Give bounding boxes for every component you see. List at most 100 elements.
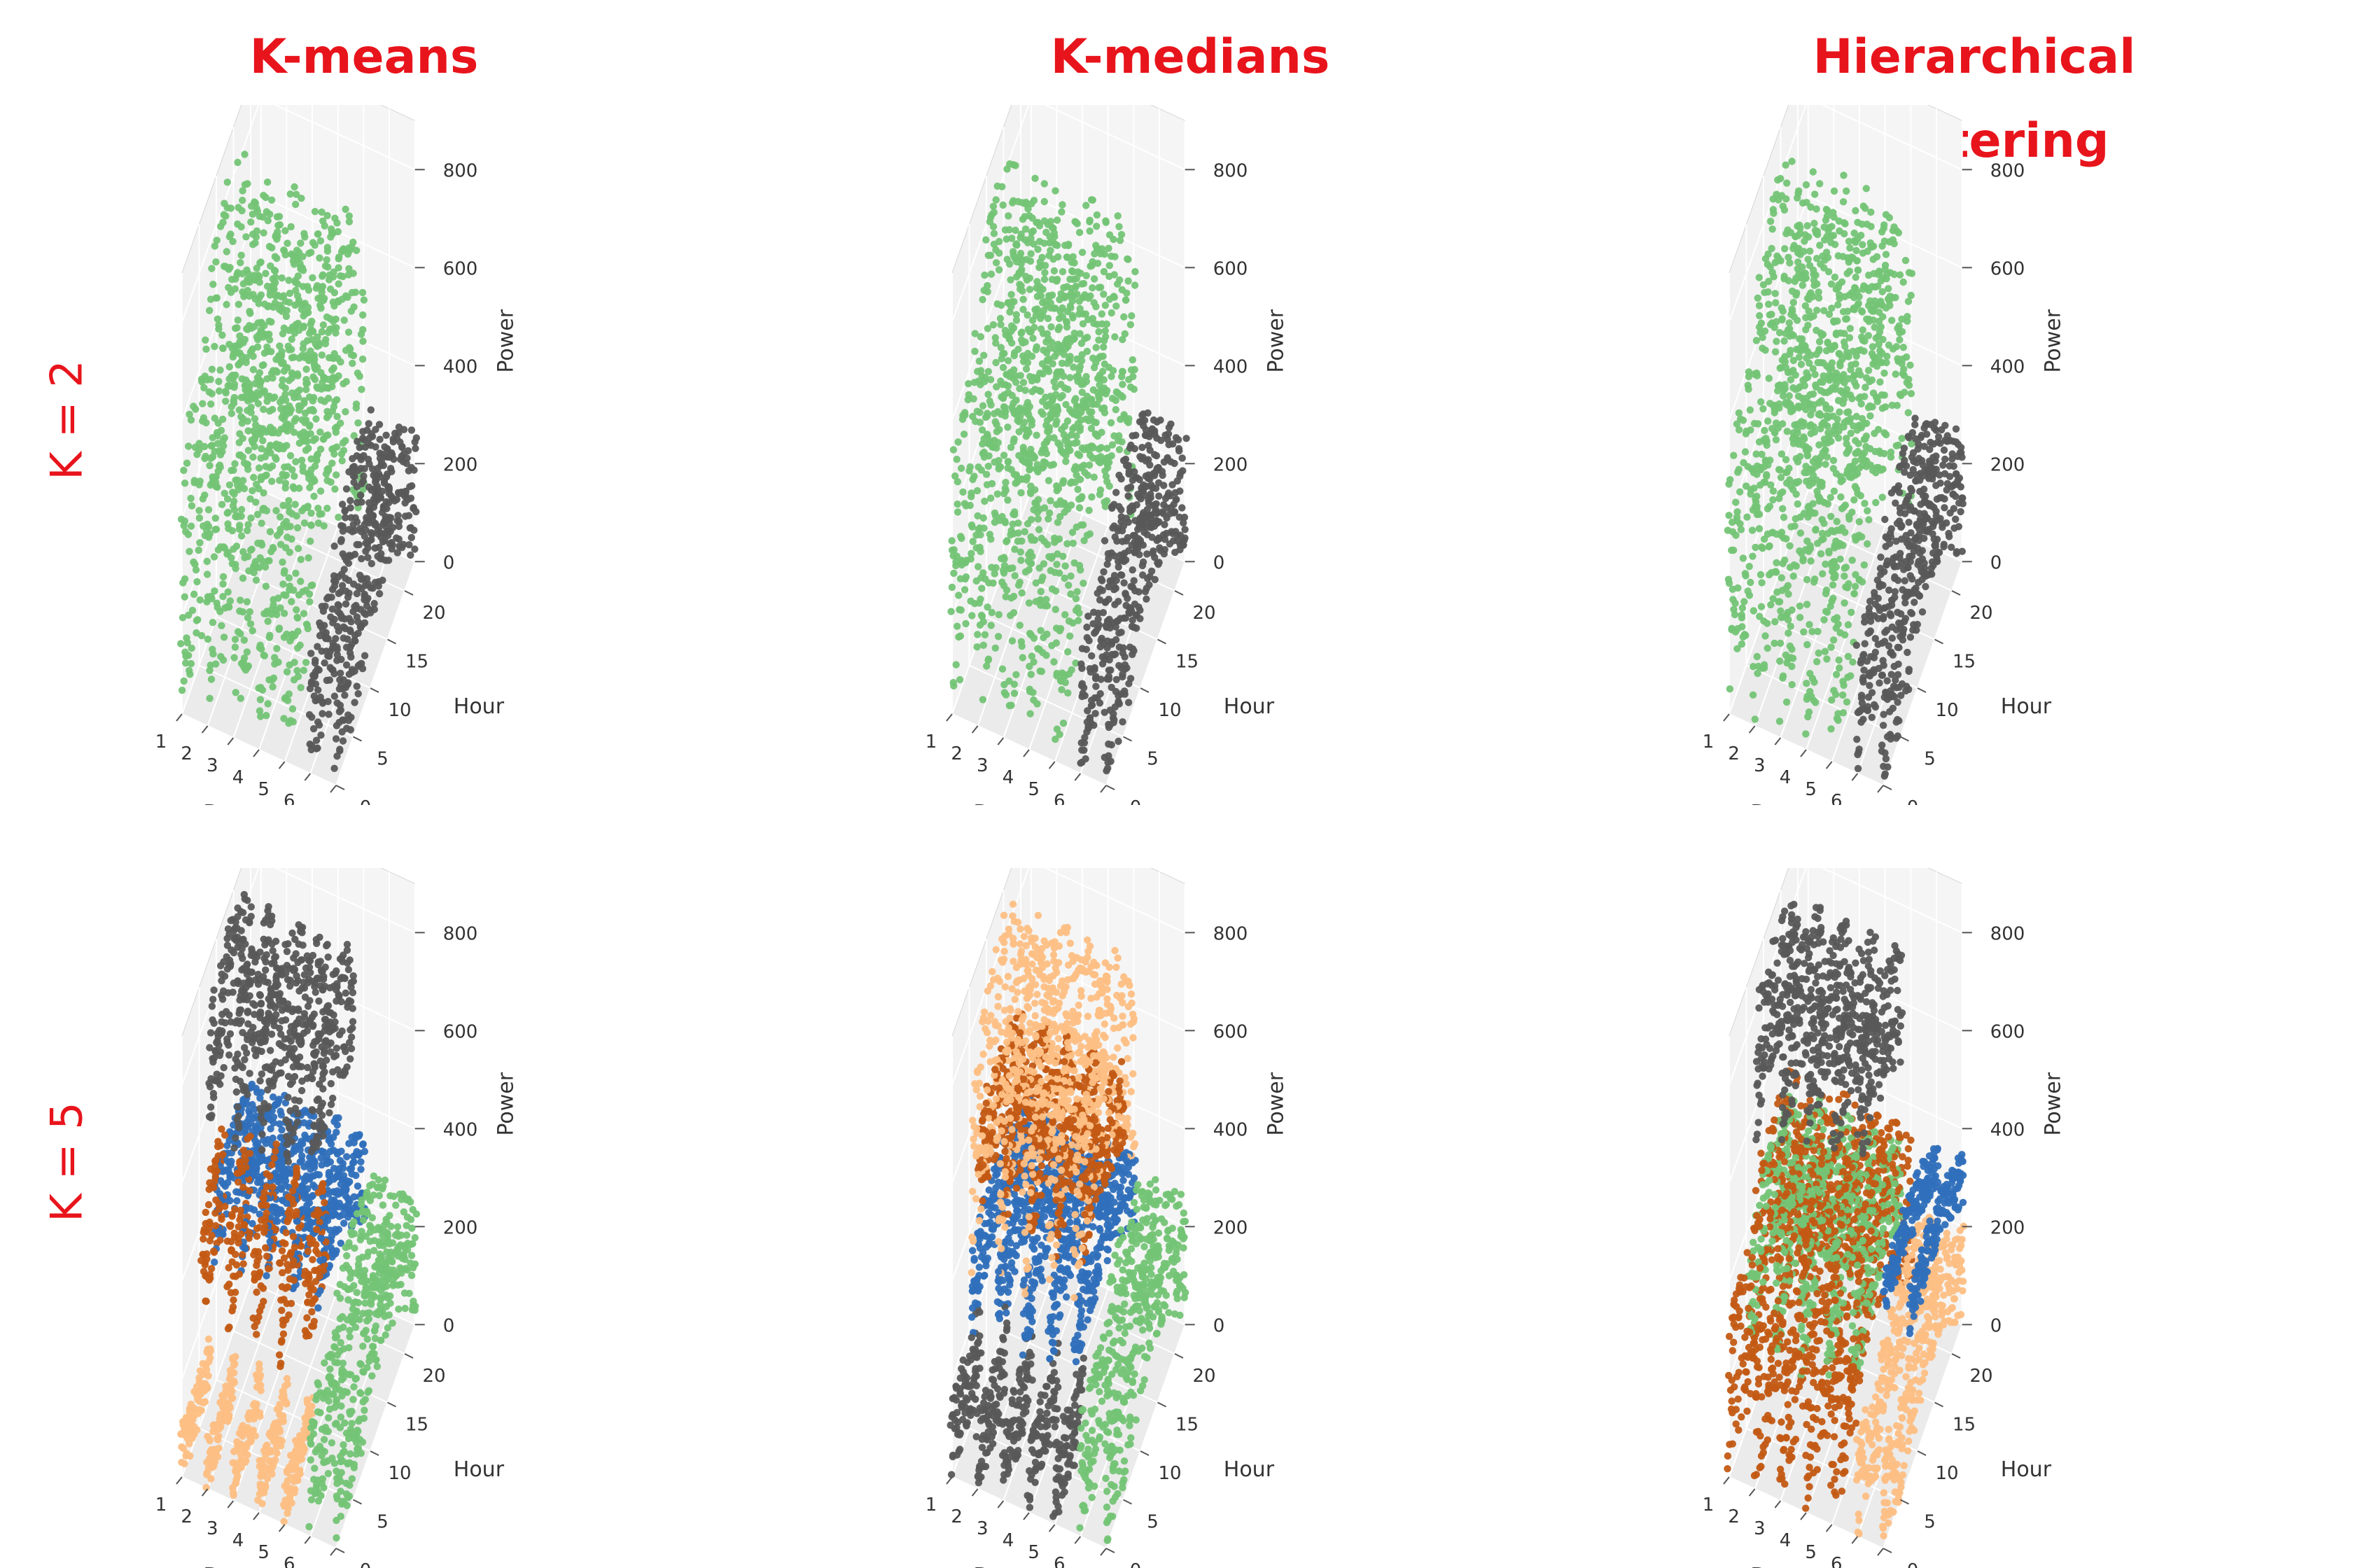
data-point [1888, 316, 1896, 324]
data-point [225, 481, 234, 489]
data-point [385, 484, 393, 492]
data-point [301, 233, 309, 241]
data-point [1061, 384, 1069, 392]
data-point [260, 192, 267, 200]
data-point [1777, 607, 1785, 615]
data-point [1031, 486, 1039, 493]
data-point [1070, 465, 1078, 473]
x-tick-label: 5 [1028, 779, 1040, 800]
data-point [1943, 486, 1950, 494]
data-point [1885, 586, 1893, 594]
data-point [365, 420, 372, 428]
data-point [1062, 344, 1070, 352]
data-point [261, 453, 270, 461]
data-point [1765, 374, 1773, 382]
data-point [232, 561, 239, 568]
data-point [1834, 317, 1841, 325]
data-point [1839, 691, 1847, 699]
data-point [1816, 482, 1824, 489]
data-point [1056, 394, 1064, 402]
data-point [1899, 278, 1907, 286]
data-point [1101, 467, 1109, 475]
data-point [1090, 275, 1098, 283]
data-point [1768, 310, 1775, 318]
data-point [1134, 538, 1142, 545]
data-point [1067, 572, 1075, 580]
data-point [1125, 376, 1133, 384]
data-point [1905, 269, 1913, 276]
data-point [235, 300, 243, 308]
data-point [1815, 337, 1824, 346]
data-point [964, 396, 972, 404]
data-point [1864, 540, 1871, 548]
data-point [252, 576, 260, 584]
data-point [263, 712, 270, 720]
data-point [1000, 490, 1008, 498]
data-point [1844, 447, 1852, 455]
data-point [972, 544, 980, 552]
data-point [187, 416, 195, 424]
data-point [1742, 430, 1750, 438]
data-point [347, 496, 354, 505]
data-point [987, 401, 995, 409]
data-point [1799, 422, 1807, 430]
data-point [230, 342, 239, 350]
data-point [275, 624, 284, 632]
data-point [288, 335, 295, 343]
data-point [1062, 400, 1070, 409]
data-point [244, 427, 252, 435]
z-tick-label: 600 [1213, 258, 1248, 279]
data-point [1886, 610, 1894, 617]
data-point [221, 200, 228, 207]
data-point [1768, 225, 1776, 233]
data-point [1861, 640, 1869, 648]
data-point [1019, 216, 1027, 223]
data-point [344, 250, 352, 258]
data-point [300, 312, 307, 320]
data-point [1117, 506, 1125, 514]
data-point [281, 694, 289, 703]
data-point [1063, 323, 1071, 331]
data-point [323, 247, 332, 255]
data-point [1105, 720, 1112, 729]
data-point [286, 582, 293, 590]
data-point [1747, 578, 1754, 587]
data-point [1786, 642, 1794, 650]
data-point [1026, 286, 1034, 293]
data-point [1915, 578, 1922, 587]
data-point [1845, 512, 1853, 520]
data-point [326, 285, 335, 293]
data-point [1880, 710, 1887, 718]
data-point [337, 538, 345, 545]
data-point [321, 374, 328, 382]
data-point [1155, 492, 1163, 500]
data-point [962, 620, 970, 628]
data-point [342, 624, 349, 633]
data-point [989, 321, 998, 329]
data-point [345, 671, 353, 678]
data-point [338, 728, 346, 736]
data-point [267, 547, 275, 556]
data-point [318, 288, 326, 296]
data-point [1810, 270, 1817, 279]
data-point [1851, 457, 1859, 465]
data-point [1126, 609, 1133, 617]
data-point [1869, 466, 1877, 475]
data-point [1053, 216, 1061, 224]
data-point [1782, 161, 1789, 169]
x-tick-label: 5 [258, 779, 270, 800]
data-point [1063, 540, 1071, 547]
data-point [199, 400, 207, 407]
data-point [181, 479, 189, 487]
data-point [281, 391, 289, 398]
data-point [1774, 176, 1782, 184]
data-point [285, 326, 293, 335]
data-point [313, 452, 321, 460]
data-point [990, 410, 998, 418]
data-point [376, 435, 384, 443]
data-point [1738, 611, 1745, 619]
data-point [1097, 575, 1105, 583]
data-point [976, 524, 984, 532]
data-point [306, 407, 314, 414]
data-point [242, 386, 249, 394]
